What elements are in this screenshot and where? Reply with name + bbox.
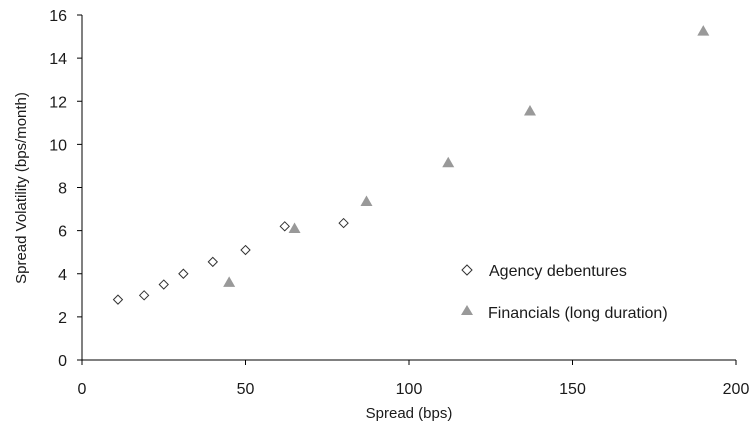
- data-points: [112, 25, 710, 305]
- point-agency-debentures: [158, 279, 169, 290]
- point-agency-debentures: [240, 244, 251, 256]
- point-financials: [442, 156, 455, 168]
- legend: Agency debentures Financials (long durat…: [461, 263, 668, 322]
- x-tick-label: 200: [723, 381, 750, 398]
- x-tick-label: 150: [559, 381, 586, 398]
- x-tick-label: 100: [396, 381, 423, 398]
- y-axis-label: Spread Volatility (bps/month): [13, 92, 30, 284]
- y-tick-label: 16: [49, 8, 67, 25]
- x-axis-label: Spread (bps): [366, 405, 453, 422]
- y-tick-label: 2: [58, 310, 67, 327]
- point-agency-debentures: [178, 268, 189, 279]
- point-financials: [360, 195, 373, 207]
- point-financials: [223, 276, 236, 287]
- y-tick-label: 12: [49, 94, 67, 111]
- x-ticks: 0 50 100 150 200: [78, 360, 750, 398]
- y-ticks: 0 2 4 6 8 10 12 14 16: [49, 8, 82, 370]
- y-tick-label: 8: [58, 181, 67, 198]
- legend-label-agency-debentures: Agency debentures: [489, 263, 627, 280]
- point-agency-debentures: [138, 290, 150, 301]
- y-tick-label: 4: [58, 267, 67, 284]
- legend-label-financials: Financials (long duration): [488, 305, 668, 322]
- point-agency-debentures: [112, 294, 124, 305]
- y-tick-label: 10: [49, 137, 67, 154]
- legend-item-financials: Financials (long duration): [461, 305, 668, 322]
- y-tick-label: 0: [58, 353, 67, 370]
- point-agency-debentures: [338, 217, 349, 229]
- point-financials: [697, 25, 710, 36]
- point-financials: [288, 222, 301, 233]
- point-agency-debentures: [207, 256, 219, 268]
- y-tick-label: 14: [49, 51, 67, 68]
- legend-diamond-marker: [461, 264, 473, 276]
- point-agency-debentures: [279, 221, 290, 232]
- x-tick-label: 0: [78, 381, 87, 398]
- y-tick-label: 6: [58, 224, 67, 241]
- x-tick-label: 50: [237, 381, 255, 398]
- legend-triangle-marker: [461, 305, 473, 315]
- legend-item-agency-debentures: Agency debentures: [461, 263, 627, 280]
- point-financials: [523, 104, 536, 116]
